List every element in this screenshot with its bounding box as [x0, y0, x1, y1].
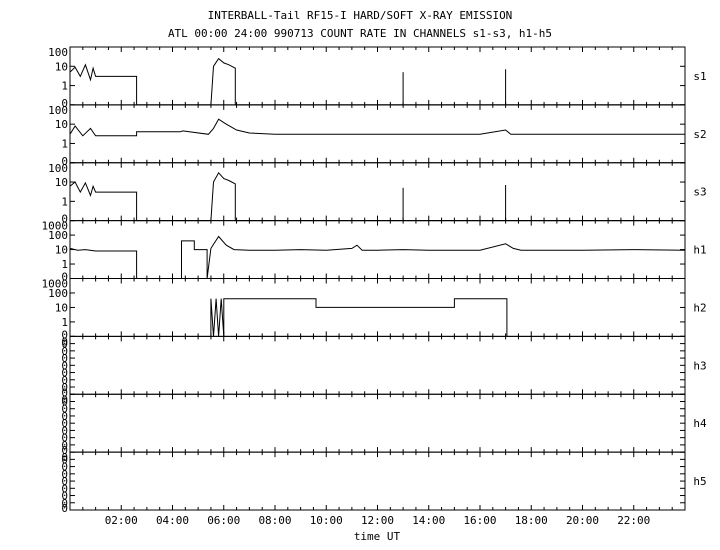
y-tick-label: 1	[61, 316, 68, 329]
x-tick-label: 18:00	[515, 514, 548, 527]
x-tick-label: 14:00	[412, 514, 445, 527]
y-tick-label: 0	[61, 444, 68, 457]
channel-label: h4	[693, 417, 707, 430]
y-tick-label: 0	[61, 439, 68, 452]
y-tick-label: 100	[48, 46, 68, 59]
channel-label: h5	[693, 475, 706, 488]
y-tick-label: 0	[61, 381, 68, 394]
chart-title: INTERBALL-Tail RF15-I HARD/SOFT X-RAY EM…	[208, 9, 513, 22]
y-tick-label: 0	[61, 482, 68, 495]
y-tick-label: 0	[61, 497, 68, 510]
y-tick-label: 10	[55, 244, 68, 257]
y-tick-label: 0	[61, 475, 68, 488]
series-line-s3	[69, 171, 685, 222]
series-line-h1	[69, 235, 686, 279]
series-line-h2	[210, 298, 508, 337]
panel-frame	[69, 451, 686, 511]
x-tick-label: 08:00	[258, 514, 291, 527]
panel-frame	[69, 393, 686, 453]
x-tick-label: 02:00	[105, 514, 138, 527]
y-tick-label: 0	[61, 490, 68, 503]
y-tick-label: 10	[55, 301, 68, 314]
y-tick-label: 0	[61, 403, 68, 416]
y-tick-label: 100	[48, 287, 68, 300]
y-tick-label: 0	[61, 213, 68, 226]
y-tick-label: 0	[61, 338, 68, 351]
x-tick-label: 06:00	[207, 514, 240, 527]
y-tick-label: 0	[61, 432, 68, 445]
y-tick-label: 0	[61, 367, 68, 380]
x-tick-label: 12:00	[361, 514, 394, 527]
y-tick-label: 0	[61, 393, 68, 406]
panels-group: s11001010s21001010s31001010h110001001010…	[42, 46, 707, 515]
y-tick-label: 0	[61, 352, 68, 365]
y-tick-label: 0	[61, 97, 68, 110]
y-tick-label: 0	[61, 335, 68, 348]
channel-label: s1	[693, 70, 706, 83]
y-tick-label: 10	[55, 118, 68, 131]
y-tick-label: 0	[61, 395, 68, 408]
series-line-s1	[69, 57, 685, 106]
y-tick-label: 100	[48, 162, 68, 175]
y-tick-label: 10	[55, 60, 68, 73]
x-tick-label: 04:00	[156, 514, 189, 527]
panel-frame	[69, 220, 686, 279]
channel-label: h2	[693, 301, 706, 314]
panel-frame	[69, 162, 686, 222]
channel-label: h1	[693, 244, 706, 257]
y-tick-label: 0	[61, 424, 68, 437]
x-tick-label: 20:00	[566, 514, 599, 527]
x-tick-label: 10:00	[310, 514, 343, 527]
y-tick-label: 1	[61, 80, 68, 93]
x-axis: 02:00 04:00 06:00 08:00 10:00 12:00 14:00 16:00…	[105, 514, 651, 527]
x-tick-label: 16:00	[463, 514, 496, 527]
channel-label: s3	[693, 186, 706, 199]
y-tick-label: 0	[61, 328, 68, 341]
chart-subtitle: ATL 00:00 24:00 990713 COUNT RATE IN CHA…	[168, 27, 552, 40]
y-tick-label: 0	[61, 374, 68, 387]
y-tick-label: 0	[61, 271, 68, 284]
channel-label: h3	[693, 359, 706, 372]
y-tick-label: 0	[61, 417, 68, 430]
y-tick-label: 100	[48, 229, 68, 242]
y-tick-label: 0	[61, 461, 68, 474]
y-tick-label: 1	[61, 258, 68, 271]
y-tick-label: 1	[61, 195, 68, 208]
y-tick-label: 1	[61, 137, 68, 150]
panel-frame	[69, 335, 686, 395]
y-tick-label: 0	[61, 451, 68, 464]
y-tick-label: 0	[61, 468, 68, 481]
y-tick-label: 0	[61, 453, 68, 466]
x-tick-label: 22:00	[617, 514, 650, 527]
y-tick-label: 0	[61, 502, 68, 515]
y-tick-label: 0	[61, 410, 68, 423]
y-tick-label: 1000	[42, 278, 69, 291]
panel-frame	[69, 46, 686, 106]
y-tick-label: 100	[48, 104, 68, 117]
y-tick-label: 0	[61, 345, 68, 358]
x-axis-label: time UT	[354, 530, 401, 543]
channel-label: s2	[693, 128, 706, 141]
y-tick-label: 0	[61, 386, 68, 399]
y-tick-label: 0	[61, 359, 68, 372]
series-line-s2	[69, 118, 685, 137]
y-tick-label: 1000	[42, 220, 69, 233]
y-tick-label: 10	[55, 176, 68, 189]
y-tick-label: 0	[61, 155, 68, 168]
